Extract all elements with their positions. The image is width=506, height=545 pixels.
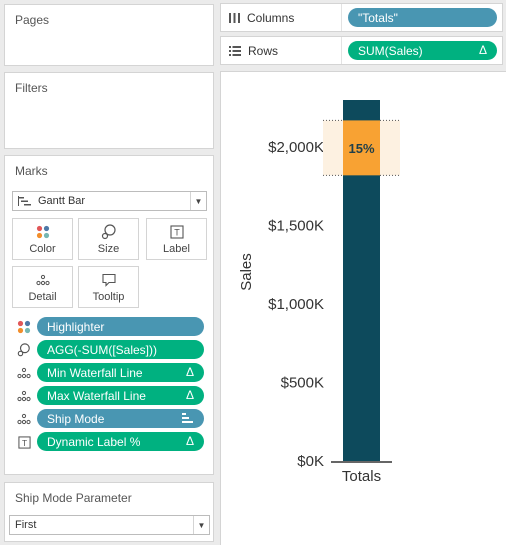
field-pill[interactable]: Highlighter — [37, 317, 204, 336]
tooltip-button-label: Tooltip — [92, 291, 125, 303]
mark-type-value: Gantt Bar — [38, 195, 86, 207]
delta-icon: Δ — [478, 43, 487, 57]
field-pill[interactable]: AGG(-SUM([Sales])) — [37, 340, 204, 359]
field-pill-label: Highlighter — [47, 319, 105, 334]
color-button[interactable]: Color — [12, 218, 73, 260]
columns-label-text: Columns — [247, 10, 295, 25]
detail-button-label: Detail — [28, 291, 57, 303]
chevron-down-icon: ▼ — [193, 516, 209, 534]
rows-shelf[interactable]: Rows SUM(Sales) Δ — [220, 36, 503, 65]
size-button-label: Size — [97, 243, 120, 255]
color-button-label: Color — [29, 243, 56, 255]
y-axis-title: Sales — [238, 253, 255, 291]
marks-field-highlighter[interactable]: Highlighter — [17, 317, 207, 337]
pages-title: Pages — [15, 13, 50, 27]
marks-field-max-waterfall-line[interactable]: Max Waterfall Line Δ — [17, 386, 207, 406]
field-pill-label: Ship Mode — [47, 411, 105, 426]
label-icon: T — [17, 435, 31, 449]
y-axis-ticks: $0K $500K $1,000K $1,500K $2,000K — [268, 139, 324, 470]
chart-svg: $0K$500K$1,000K$1,500K$2,000K 15% Sales … — [238, 100, 400, 485]
detail-icon — [35, 271, 50, 289]
marks-field-ship-mode[interactable]: Ship Mode — [17, 409, 207, 429]
highlight-segment — [343, 120, 380, 176]
y-axis-tick-label: $2,000K — [268, 139, 324, 156]
size-icon — [17, 343, 31, 357]
y-axis-tick-label: $0K — [297, 453, 324, 470]
color-dots-icon — [17, 320, 31, 334]
rows-label-text: Rows — [248, 43, 279, 58]
parameter-dropdown[interactable]: First ▼ — [9, 515, 210, 535]
sort-descending-icon — [182, 413, 194, 427]
tooltip-button[interactable]: Tooltip — [78, 266, 139, 308]
pages-card[interactable]: Pages — [4, 4, 214, 66]
bars: 15% — [323, 100, 400, 461]
marks-field-min-waterfall-line[interactable]: Min Waterfall Line Δ — [17, 363, 207, 383]
size-button[interactable]: Size — [78, 218, 139, 260]
field-pill[interactable]: Min Waterfall Line Δ — [37, 363, 204, 382]
shelf-divider — [341, 37, 342, 64]
chart-view[interactable]: $0K $500K $1,000K $1,500K $2,000K 15% Sales … — [220, 71, 506, 545]
detail-icon — [17, 366, 31, 380]
marks-title: Marks — [15, 164, 48, 178]
detail-icon — [17, 389, 31, 403]
label-button-label: Label — [163, 243, 190, 255]
tooltip-icon — [101, 271, 117, 289]
parameter-value: First — [15, 519, 37, 531]
field-pill[interactable]: Ship Mode — [37, 409, 204, 428]
y-axis-tick-label: $1,000K — [268, 296, 324, 313]
svg-text:T: T — [174, 228, 180, 238]
columns-shelf[interactable]: Columns "Totals" — [220, 3, 503, 32]
label-button[interactable]: T Label — [146, 218, 207, 260]
detail-icon — [17, 412, 31, 426]
filters-card[interactable]: Filters — [4, 72, 214, 149]
x-axis-tick-label: Totals — [342, 468, 381, 485]
color-dots-icon — [36, 223, 50, 241]
field-pill-label: AGG(-SUM([Sales])) — [47, 342, 158, 357]
y-axis-tick-label: $500K — [281, 375, 324, 392]
field-pill-label: Min Waterfall Line — [47, 365, 143, 380]
label-icon: T — [169, 223, 184, 241]
rows-pill-label: SUM(Sales) — [358, 43, 423, 58]
rows-icon — [229, 45, 241, 56]
field-pill[interactable]: Dynamic Label % Δ — [37, 432, 204, 451]
field-pill-label: Max Waterfall Line — [47, 388, 146, 403]
delta-icon: Δ — [185, 434, 194, 448]
rows-pill-sum-sales[interactable]: SUM(Sales) Δ — [348, 41, 497, 60]
size-icon — [101, 223, 117, 241]
parameter-title: Ship Mode Parameter — [15, 491, 132, 505]
marks-field-dynamic-label[interactable]: T Dynamic Label % Δ — [17, 432, 207, 452]
detail-button[interactable]: Detail — [12, 266, 73, 308]
ship-mode-parameter-card: Ship Mode Parameter First ▼ — [4, 482, 214, 542]
field-pill[interactable]: Max Waterfall Line Δ — [37, 386, 204, 405]
y-axis-tick-label: $1,500K — [268, 218, 324, 235]
mark-type-dropdown[interactable]: Gantt Bar ▼ — [12, 191, 207, 211]
chevron-down-icon: ▼ — [190, 192, 206, 210]
svg-text:T: T — [21, 437, 26, 447]
highlight-data-label: 15% — [348, 141, 374, 156]
shelf-divider — [341, 4, 342, 31]
columns-pill-totals[interactable]: "Totals" — [348, 8, 497, 27]
marks-card: Marks Gantt Bar ▼ Color — [4, 155, 214, 475]
columns-icon — [229, 12, 240, 23]
columns-pill-label: "Totals" — [358, 10, 398, 25]
field-pill-label: Dynamic Label % — [47, 434, 141, 449]
columns-shelf-label: Columns — [229, 4, 294, 31]
filters-title: Filters — [15, 81, 48, 95]
delta-icon: Δ — [185, 388, 194, 402]
marks-field-agg-sales[interactable]: AGG(-SUM([Sales])) — [17, 340, 207, 360]
delta-icon: Δ — [185, 365, 194, 379]
gantt-bar-icon — [18, 196, 32, 206]
rows-shelf-label: Rows — [229, 37, 278, 64]
